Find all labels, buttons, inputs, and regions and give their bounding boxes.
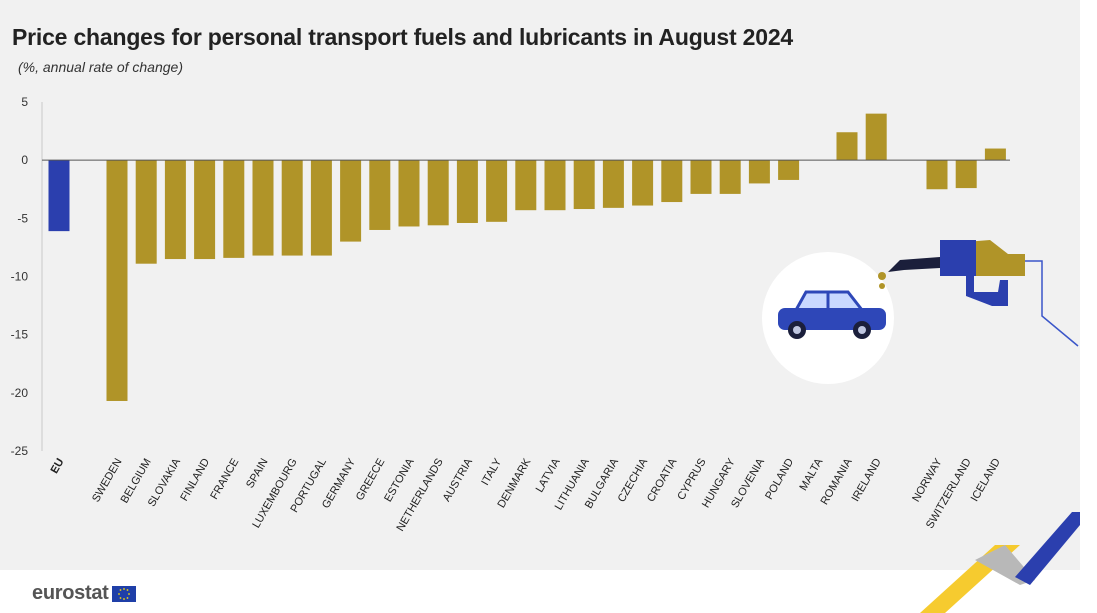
bar (690, 160, 712, 194)
chart-subtitle: (%, annual rate of change) (18, 59, 183, 75)
bar (515, 160, 537, 211)
fuel-drop (878, 272, 886, 280)
category-label: EU (49, 456, 67, 475)
bar (748, 160, 770, 184)
bar (602, 160, 624, 208)
bar (661, 160, 683, 203)
bar (544, 160, 566, 211)
category-label: ICELAND (969, 456, 1003, 503)
y-tick-label: -5 (17, 211, 28, 225)
corner-decoration (920, 512, 1080, 613)
category-label: GREECE (354, 457, 388, 503)
logo-text: eurostat (32, 582, 109, 604)
nozzle-handle-blue (940, 240, 976, 276)
bar (340, 160, 362, 242)
bar (398, 160, 420, 227)
category-label: FINLAND (178, 456, 212, 503)
category-label: CYPRUS (675, 457, 708, 503)
bar (984, 148, 1006, 161)
bar (456, 160, 478, 223)
y-tick-label: 0 (21, 153, 28, 167)
car-hub (793, 326, 801, 334)
bar (926, 160, 948, 190)
bar (310, 160, 332, 256)
category-label: LATVIA (534, 456, 563, 495)
chart-panel (0, 0, 1080, 570)
bar (281, 160, 303, 256)
chart-title: Price changes for personal transport fue… (12, 24, 793, 50)
bar (865, 113, 887, 161)
car-illustration (762, 240, 1079, 384)
bar (632, 160, 654, 206)
category-label: SPAIN (244, 456, 271, 490)
bar (486, 160, 508, 222)
bar (955, 160, 977, 189)
category-label: IRELAND (850, 456, 884, 503)
category-label: AUSTRIA (441, 456, 476, 504)
bar (135, 160, 157, 264)
eu-flag-icon (111, 585, 136, 602)
bar (427, 160, 449, 226)
car-hub (858, 326, 866, 334)
y-tick-label: 5 (21, 95, 28, 109)
bar (719, 160, 741, 194)
category-label: MALTA (797, 456, 825, 493)
bar (194, 160, 216, 260)
bar (778, 160, 800, 180)
car-icon (778, 290, 886, 339)
bar (223, 160, 245, 258)
bar (836, 132, 858, 161)
category-label: CROATIA (645, 456, 680, 504)
eurostat-logo: eurostat (32, 582, 136, 605)
nozzle-spout (888, 257, 940, 272)
y-tick-label: -10 (11, 270, 29, 284)
nozzle-hose (1025, 260, 1079, 347)
bar (48, 160, 70, 232)
category-label: POLAND (763, 456, 796, 501)
fuel-nozzle-icon (878, 240, 1079, 347)
bar (369, 160, 391, 230)
bar (106, 160, 128, 401)
category-label: ITALY (479, 456, 504, 488)
fuel-drop (879, 283, 885, 289)
y-tick-label: -25 (11, 444, 29, 458)
bar (164, 160, 186, 260)
category-label: FRANCE (208, 457, 241, 502)
bar (573, 160, 595, 210)
y-tick-label: -15 (11, 328, 29, 342)
y-tick-label: -20 (11, 386, 29, 400)
nozzle-trigger (966, 276, 1008, 306)
bar (252, 160, 274, 256)
